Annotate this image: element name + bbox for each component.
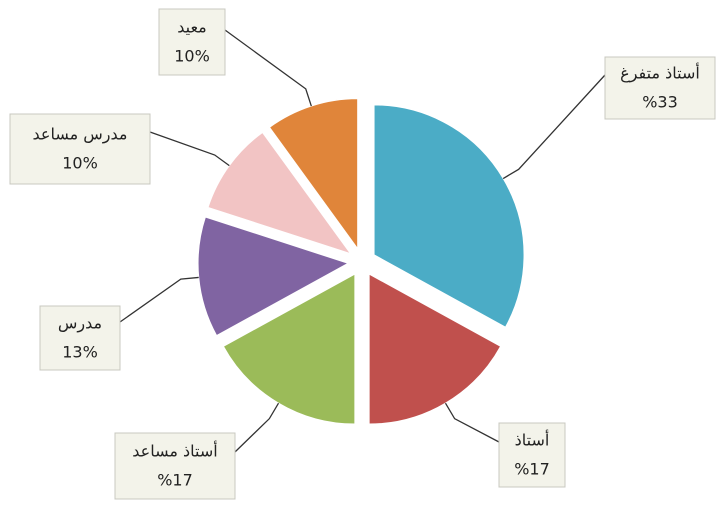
pie-slice <box>222 273 356 425</box>
leader-line <box>149 131 230 167</box>
pie-slice <box>268 98 359 251</box>
value-label: 10% <box>174 47 210 66</box>
leader-line <box>444 402 500 443</box>
category-label: مدرس <box>58 314 102 334</box>
leader-line <box>119 276 199 323</box>
label-box <box>114 432 236 500</box>
category-label: أستاذ متفرغ <box>620 63 700 84</box>
pie-slice <box>368 273 502 425</box>
category-label: أستاذ <box>515 430 550 450</box>
leader-line <box>502 74 606 180</box>
category-label: أستاذ مساعد <box>132 441 217 461</box>
label-box <box>604 56 716 120</box>
value-label: %33 <box>642 93 678 112</box>
value-label: 10% <box>62 154 98 173</box>
leader-line <box>234 402 280 453</box>
label-box <box>39 305 121 371</box>
value-label: %17 <box>514 460 550 479</box>
leader-line <box>224 29 312 107</box>
pie-slice <box>197 216 350 337</box>
pie-slice <box>373 104 525 328</box>
label-box <box>158 8 226 76</box>
category-label: معيد <box>177 18 207 37</box>
label-box <box>9 113 151 185</box>
value-label: %17 <box>157 471 193 490</box>
value-label: 13% <box>62 343 98 362</box>
label-box <box>498 422 566 488</box>
category-label: مدرس مساعد <box>33 125 128 145</box>
